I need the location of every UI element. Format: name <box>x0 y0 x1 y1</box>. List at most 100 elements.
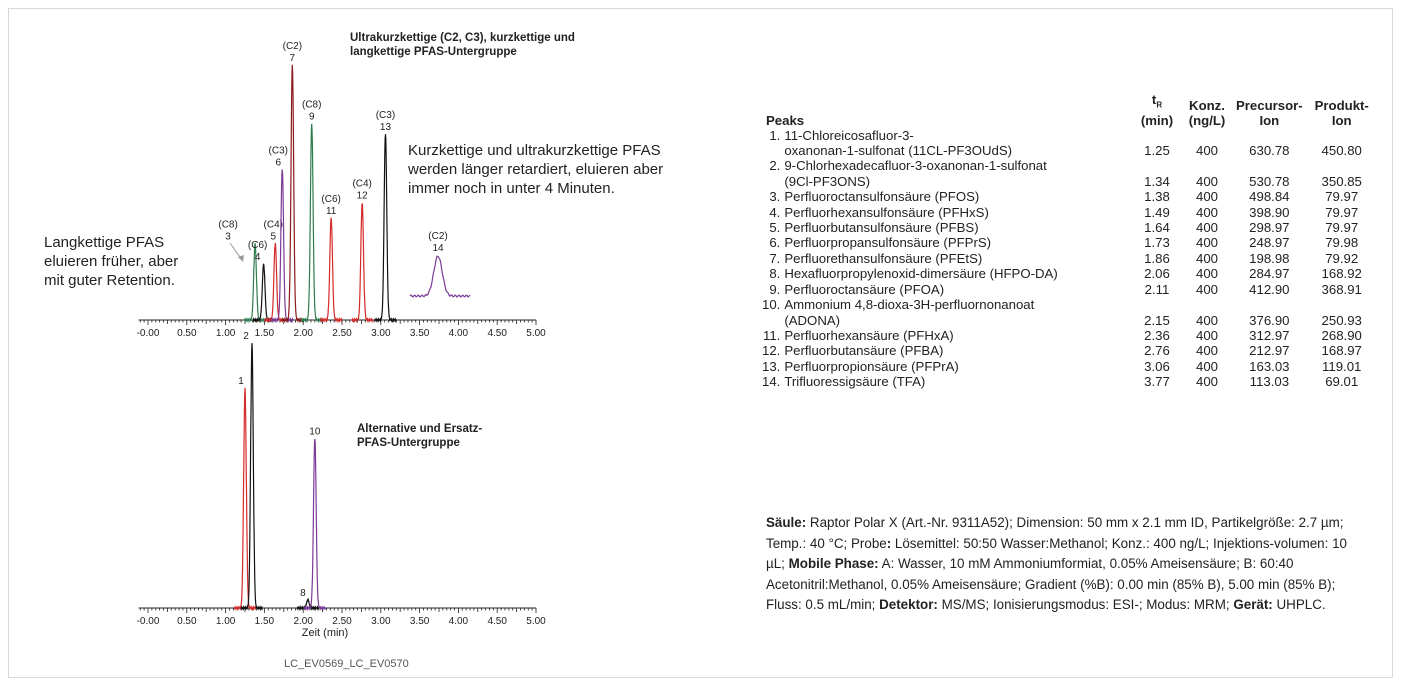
row-tr: 2.06 <box>1144 266 1170 282</box>
row-product: 79.97 <box>1325 220 1359 236</box>
row-index-spacer <box>762 313 784 328</box>
upper-peak-7 <box>280 64 304 323</box>
peaks-table-header: Peaks tR (min) Konz. (ng/L) Precursor- Ion … <box>762 92 1377 128</box>
row-conc: 400 <box>1195 204 1218 220</box>
header-precursor-1: Precursor- <box>1236 97 1303 113</box>
row-name-line2: (ADONA) <box>784 312 841 328</box>
header-conc-main: Konz. <box>1189 97 1225 113</box>
row-index: 9. <box>769 281 781 297</box>
row-name-line1: 11-Chloreicosafluor-3- <box>784 127 914 143</box>
upper-peak-group-9: (C8) <box>302 100 321 111</box>
long-chain-note-line2: eluieren früher, aber <box>44 253 179 270</box>
lower-tick-label: 1.50 <box>255 616 275 627</box>
row-tr: 3.06 <box>1144 358 1170 374</box>
row-tr: 2.11 <box>1144 281 1170 297</box>
upper-peak-group-6: (C3) <box>269 146 288 157</box>
upper-title-line1: Ultrakurzkettige (C2, C3), kurzkettige u… <box>350 32 575 44</box>
row-name: Perfluorethansulfonsäure (PFEtS) <box>784 250 983 266</box>
upper-peak-label-9: 9 <box>309 112 315 123</box>
upper-peak-label-13: 13 <box>380 122 392 133</box>
row-conc: 400 <box>1195 173 1218 189</box>
row-tr: 1.86 <box>1144 250 1170 266</box>
figure-frame <box>8 8 1393 678</box>
header-precursor: Precursor- Ion <box>1232 92 1307 128</box>
table-row-11: 11. Perfluorhexansäure (PFHxA) 2.36 400 312.… <box>762 328 1377 343</box>
upper-peak-label-3: 3 <box>225 232 231 243</box>
upper-peak-5 <box>263 242 287 323</box>
upper-peak-11 <box>319 217 343 323</box>
lower-peak-label-8: 8 <box>300 588 306 599</box>
row-product: 79.97 <box>1325 204 1359 220</box>
header-tr: tR (min) <box>1132 92 1182 128</box>
condition-label: Mobile Phase: <box>788 556 879 571</box>
row-tr: 2.76 <box>1144 343 1170 359</box>
lower-tick-label: 5.00 <box>526 616 546 627</box>
upper-peak-group-11: (C6) <box>321 194 340 205</box>
condition-text: Raptor Polar X (Art.-Nr. 9311A52); Dimen… <box>766 515 1344 551</box>
condition-label: Detektor: <box>879 597 938 612</box>
table-row-9: 9. Perfluoroctansäure (PFOA) 2.11 400 412.90… <box>762 282 1377 297</box>
row-name: Hexafluorpropylenoxid-dimersäure (HFPO-D… <box>784 266 1058 282</box>
upper-peak-label-12: 12 <box>357 191 369 202</box>
short-chain-note-line2: werden länger retardiert, eluieren aber <box>408 161 664 178</box>
upper-peak-label-6: 6 <box>275 158 281 169</box>
lower-peak-8 <box>296 597 320 611</box>
row-precursor: 248.97 <box>1249 235 1290 251</box>
row-precursor: 498.84 <box>1249 189 1290 205</box>
row-conc: 400 <box>1195 358 1218 374</box>
upper-peak-group-12: (C4) <box>352 179 371 190</box>
row-precursor: 284.97 <box>1249 266 1290 282</box>
upper-peak-label-4: 4 <box>255 252 261 263</box>
row-name: Perfluorbutansulfonsäure (PFBS) <box>784 220 979 236</box>
row-product: 368.91 <box>1321 281 1362 297</box>
lower-tick-label: 4.00 <box>449 616 469 627</box>
row-name-line1: 9-Chlorhexadecafluor-3-oxanonan-1-sulfon… <box>784 158 1047 174</box>
upper-peak-label-7: 7 <box>290 53 296 64</box>
table-row-3: 3. Perfluoroctansulfonsäure (PFOS) 1.38 400… <box>762 189 1377 204</box>
row-index: 14. <box>762 374 781 390</box>
row-tr: 1.73 <box>1144 235 1170 251</box>
row-conc: 400 <box>1195 266 1218 282</box>
row-product: 168.97 <box>1321 343 1362 359</box>
short-chain-note: Kurzkettige und ultrakurzkettige PFAS we… <box>408 141 663 198</box>
lower-tick-label: 1.00 <box>216 616 236 627</box>
table-row-5: 5. Perfluorbutansulfonsäure (PFBS) 1.64 400… <box>762 220 1377 235</box>
row-index-spacer <box>762 143 784 158</box>
upper-peak-12 <box>350 203 374 323</box>
table-row-2-b: (9Cl-PF3ONS) 1.34 400 530.78 350.85 <box>762 174 1377 189</box>
lower-peak-1 <box>233 387 257 611</box>
row-index: 7. <box>769 250 781 266</box>
short-chain-note-line3: immer noch in unter 4 Minuten. <box>408 180 615 197</box>
row-precursor: 630.78 <box>1249 143 1290 159</box>
row-index: 11. <box>762 327 781 343</box>
row-tr: 1.49 <box>1144 204 1170 220</box>
row-conc: 400 <box>1195 281 1218 297</box>
short-chain-note-line1: Kurzkettige und ultrakurzkettige PFAS <box>408 142 661 159</box>
table-row-6: 6. Perfluorpropansulfonsäure (PFPrS) 1.73 4… <box>762 235 1377 250</box>
upper-tick-label: -0.00 <box>137 328 160 339</box>
figure-code: LC_EV0569_LC_EV0570 <box>284 658 409 670</box>
table-row-12: 12. Perfluorbutansäure (PFBA) 2.76 400 212.9… <box>762 343 1377 358</box>
row-precursor: 530.78 <box>1249 173 1290 189</box>
row-conc: 400 <box>1195 312 1218 328</box>
row-product: 119.01 <box>1322 358 1362 374</box>
row-precursor: 412.90 <box>1249 281 1290 297</box>
long-chain-note-line3: mit guter Retention. <box>44 272 175 289</box>
peaks-table: Peaks tR (min) Konz. (ng/L) Precursor- Ion … <box>762 92 1377 390</box>
row-index: 6. <box>769 235 781 251</box>
row-name: Trifluoressigsäure (TFA) <box>784 374 926 390</box>
row-index: 4. <box>769 204 781 220</box>
row-precursor: 376.90 <box>1249 312 1290 328</box>
lower-x-axis-label: Zeit (min) <box>302 627 348 639</box>
row-name-line1: Ammonium 4,8-dioxa-3H-perfluornonanoat <box>784 297 1035 313</box>
row-precursor: 398.90 <box>1249 204 1290 220</box>
row-precursor: 163.03 <box>1249 358 1290 374</box>
row-precursor: 298.97 <box>1249 220 1290 236</box>
row-tr: 1.64 <box>1144 220 1170 236</box>
lower-peak-10 <box>303 438 327 611</box>
header-product-2: Ion <box>1331 112 1352 128</box>
row-tr: 1.25 <box>1144 143 1170 159</box>
row-name: Perfluorpropansulfonsäure (PFPrS) <box>784 235 992 251</box>
table-row-14: 14. Trifluoressigsäure (TFA) 3.77 400 113.03… <box>762 374 1377 389</box>
row-conc: 400 <box>1195 189 1218 205</box>
